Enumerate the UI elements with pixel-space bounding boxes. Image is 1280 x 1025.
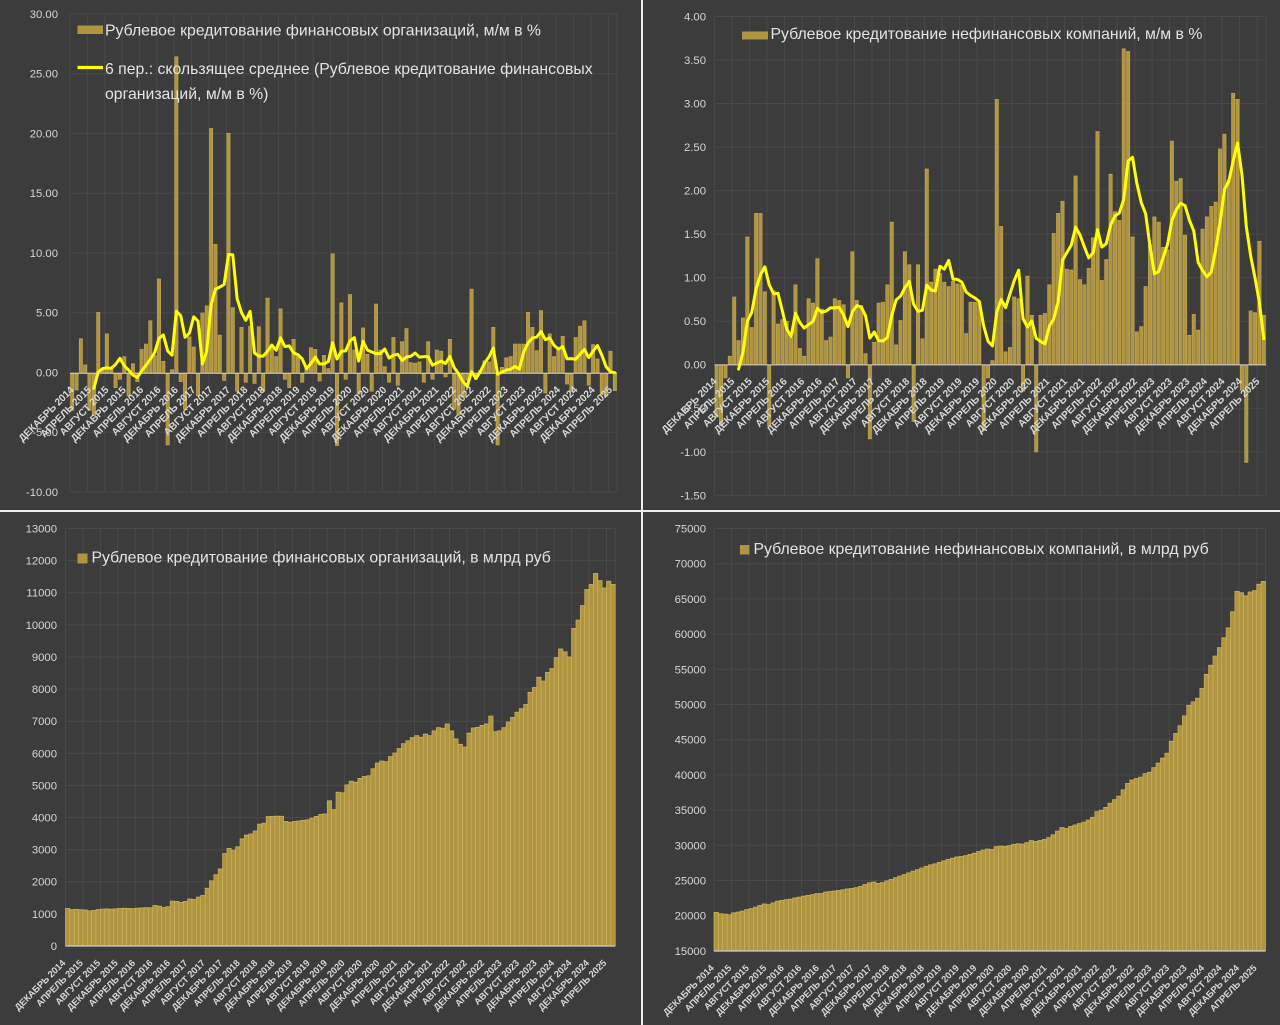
svg-text:6000: 6000 [32,748,57,760]
svg-text:2000: 2000 [32,877,57,889]
svg-text:13000: 13000 [26,523,57,535]
svg-text:10.00: 10.00 [30,248,58,260]
svg-text:50000: 50000 [675,699,706,711]
svg-text:9000: 9000 [32,652,57,664]
svg-text:-10.00: -10.00 [26,487,58,499]
svg-text:0.00: 0.00 [36,367,58,379]
svg-text:-0.50: -0.50 [680,403,706,415]
svg-text:1.50: 1.50 [684,229,706,241]
svg-text:-1.50: -1.50 [680,490,706,502]
svg-text:65000: 65000 [675,594,706,606]
svg-text:6 пер.: скользящее среднее (Ру: 6 пер.: скользящее среднее (Рублевое кре… [105,61,593,78]
svg-text:Рублевое кредитование нефинанс: Рублевое кредитование нефинансовых компа… [771,26,1203,43]
svg-text:11000: 11000 [26,588,57,600]
svg-text:Рублевое кредитование финансов: Рублевое кредитование финансовых организ… [105,23,541,40]
svg-text:Рублевое кредитование нефинанс: Рублевое кредитование нефинансовых компа… [754,541,1209,558]
svg-text:30.00: 30.00 [30,9,58,21]
svg-text:20.00: 20.00 [30,128,58,140]
svg-text:0.50: 0.50 [684,316,706,328]
svg-text:8000: 8000 [32,684,57,696]
svg-text:60000: 60000 [675,629,706,641]
svg-text:1000: 1000 [32,909,57,921]
svg-text:5.00: 5.00 [36,308,58,320]
svg-text:15000: 15000 [675,946,706,958]
svg-text:20000: 20000 [675,911,706,923]
svg-text:35000: 35000 [675,805,706,817]
svg-text:25.00: 25.00 [30,69,58,81]
svg-text:45000: 45000 [675,735,706,747]
svg-text:Рублевое кредитование финансов: Рублевое кредитование финансовых организ… [92,550,551,567]
svg-text:5000: 5000 [32,780,57,792]
svg-text:-5.00: -5.00 [32,427,58,439]
svg-text:7000: 7000 [32,716,57,728]
svg-text:25000: 25000 [675,875,706,887]
svg-text:3.00: 3.00 [684,99,706,111]
svg-text:10000: 10000 [26,620,57,632]
svg-text:2.50: 2.50 [684,142,706,154]
svg-text:-1.00: -1.00 [680,447,706,459]
svg-text:40000: 40000 [675,770,706,782]
svg-text:4.00: 4.00 [684,11,706,23]
svg-text:1.00: 1.00 [684,273,706,285]
svg-text:3000: 3000 [32,845,57,857]
svg-text:2.00: 2.00 [684,186,706,198]
svg-text:30000: 30000 [675,840,706,852]
svg-text:75000: 75000 [675,523,706,535]
svg-text:12000: 12000 [26,556,57,568]
svg-text:15.00: 15.00 [30,188,58,200]
svg-text:организаций, м/м в %): организаций, м/м в %) [105,86,268,103]
svg-text:55000: 55000 [675,664,706,676]
svg-text:0: 0 [51,941,57,953]
svg-text:4000: 4000 [32,812,57,824]
svg-text:3.50: 3.50 [684,55,706,67]
svg-text:0.00: 0.00 [684,360,706,372]
svg-text:70000: 70000 [675,559,706,571]
